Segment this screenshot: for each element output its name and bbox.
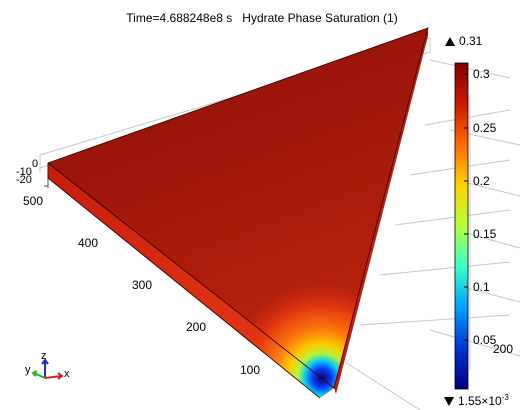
y-tick-label: 400 — [78, 236, 99, 250]
quantity-label: Hydrate Phase Saturation (1) — [242, 11, 398, 25]
triangle-up-icon — [445, 37, 455, 46]
triad-z-label: z — [41, 350, 47, 362]
z-tick-label: 0 — [32, 158, 39, 170]
z-tick-label: -20 — [16, 174, 32, 186]
y-tick-label: 200 — [186, 320, 207, 334]
x-tick-label: 200 — [493, 342, 514, 356]
colorbar-min-label: 1.55×10-3 — [444, 393, 509, 408]
colorbar — [454, 62, 469, 390]
colorbar-tick-label: 0.05 — [473, 333, 497, 347]
y-tick-label: 500 — [23, 194, 44, 208]
colorbar-tick-label: 0.1 — [473, 280, 490, 294]
plot-title: Time=4.688248e8 s Hydrate Phase Saturati… — [0, 11, 524, 25]
colorbar-tick-label: 0.15 — [473, 227, 497, 241]
slab-edges — [47, 27, 429, 399]
colorbar-ticks — [464, 73, 468, 341]
y-tick-label: 100 — [240, 363, 261, 377]
colorbar-max-label: 0.31 — [445, 34, 482, 48]
y-tick-label: 300 — [132, 278, 153, 292]
triad-x-label: x — [64, 368, 70, 380]
triangle-down-icon — [444, 397, 454, 406]
axis-triad-icon — [31, 358, 64, 380]
triad-y-label: y — [25, 364, 31, 376]
colorbar-tick-label: 0.2 — [473, 174, 490, 188]
z-tick-label: -10 — [16, 166, 32, 178]
saturation-hotspot — [48, 28, 428, 398]
colorbar-tick-label: 0.25 — [473, 121, 497, 135]
time-label: Time=4.688248e8 s — [126, 11, 233, 25]
colorbar-tick-label: 0.3 — [473, 67, 490, 81]
